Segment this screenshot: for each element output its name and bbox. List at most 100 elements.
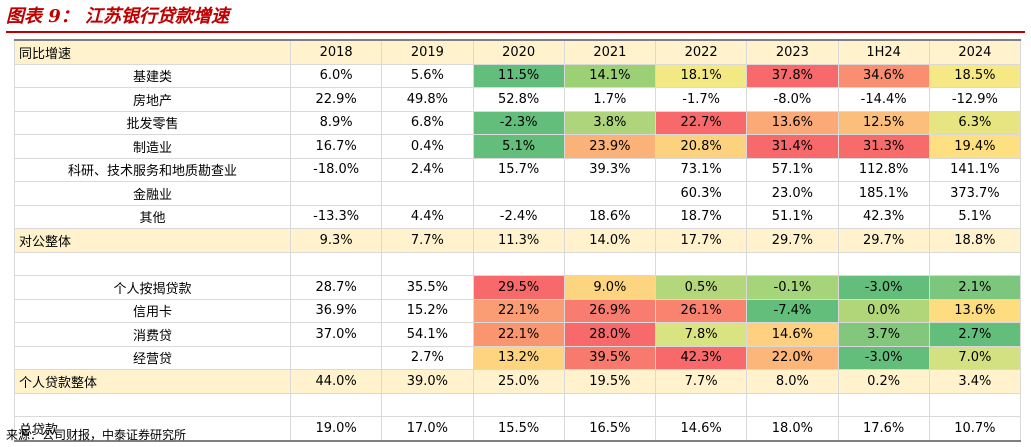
value-cell: 19.0% [289, 416, 383, 442]
table-row: 房地产 22.9% 49.8% 52.8% 1.7% -1.7% -8.0% -14.4% -1… [14, 87, 1022, 112]
value-cell: 13.6% [746, 110, 839, 135]
chart-title: 图表 9： 江苏银行贷款增速 [6, 6, 230, 27]
value-cell: 6.0% [289, 63, 383, 88]
year-header: 2019 [381, 39, 474, 65]
value-cell: 54.1% [381, 322, 474, 347]
value-cell: 37.8% [746, 63, 839, 88]
value-cell: 2.7% [381, 345, 474, 370]
value-cell: -18.0% [289, 157, 383, 182]
value-cell: 5.1% [472, 134, 565, 159]
value-cell: 14.6% [746, 322, 839, 347]
value-cell [563, 181, 657, 206]
empty-cell [472, 251, 565, 276]
value-cell: 6.3% [928, 110, 1022, 135]
corp-total-row: 对公整体 9.3% 7.7% 11.3% 14.0% 17.7% 29.7% 29.7% 18.… [14, 228, 1022, 253]
empty-cell [654, 251, 748, 276]
header-label: 同比增速 [14, 39, 291, 65]
value-cell: 39.0% [381, 369, 474, 394]
value-cell: 26.1% [654, 298, 748, 323]
empty-cell [472, 392, 565, 417]
empty-cell [837, 251, 930, 276]
value-cell: 22.7% [654, 110, 748, 135]
value-cell: 15.5% [472, 416, 565, 442]
value-cell: 28.7% [289, 275, 383, 300]
row-label: 个人按揭贷款 [14, 275, 291, 300]
empty-cell [289, 392, 383, 417]
value-cell: 2.1% [928, 275, 1022, 300]
value-cell: -0.1% [746, 275, 839, 300]
value-cell: 39.5% [563, 345, 657, 370]
row-label: 房地产 [14, 87, 291, 112]
value-cell: 6.8% [381, 110, 474, 135]
value-cell: 22.1% [472, 322, 565, 347]
table-row: 基建类 6.0% 5.6% 11.5% 14.1% 18.1% 37.8% 34.6% 18.5… [14, 63, 1022, 88]
spacer-row [14, 392, 1022, 417]
value-cell: 7.0% [928, 345, 1022, 370]
value-cell: -13.3% [289, 204, 383, 229]
value-cell: 19.5% [563, 369, 657, 394]
empty-cell [14, 392, 291, 417]
table-row: 科研、技术服务和地质勘查业 -18.0% 2.4% 15.7% 39.3% 73.1% 57… [14, 157, 1022, 182]
empty-cell [14, 251, 291, 276]
value-cell: 16.7% [289, 134, 383, 159]
value-cell: 39.3% [563, 157, 657, 182]
value-cell: 9.3% [289, 228, 383, 253]
value-cell: 42.3% [837, 204, 930, 229]
value-cell: 12.5% [837, 110, 930, 135]
empty-cell [381, 251, 474, 276]
empty-cell [837, 392, 930, 417]
value-cell: -12.9% [928, 87, 1022, 112]
value-cell: 49.8% [381, 87, 474, 112]
value-cell: 22.1% [472, 298, 565, 323]
value-cell: 11.3% [472, 228, 565, 253]
value-cell: 20.8% [654, 134, 748, 159]
value-cell [289, 345, 383, 370]
table-row: 消费贷 37.0% 54.1% 22.1% 28.0% 7.8% 14.6% 3.7% 2.7% [14, 322, 1022, 347]
value-cell: 51.1% [746, 204, 839, 229]
empty-cell [746, 392, 839, 417]
value-cell [381, 181, 474, 206]
empty-cell [654, 392, 748, 417]
value-cell: 14.0% [563, 228, 657, 253]
value-cell: 1.7% [563, 87, 657, 112]
value-cell: 0.4% [381, 134, 474, 159]
value-cell: 36.9% [289, 298, 383, 323]
value-cell: 141.1% [928, 157, 1022, 182]
value-cell: 25.0% [472, 369, 565, 394]
value-cell: 23.0% [746, 181, 839, 206]
year-header: 1H24 [837, 39, 930, 65]
value-cell: 16.5% [563, 416, 657, 442]
value-cell: 26.9% [563, 298, 657, 323]
empty-cell [928, 251, 1022, 276]
value-cell: -7.4% [746, 298, 839, 323]
value-cell: -2.4% [472, 204, 565, 229]
value-cell: 3.4% [928, 369, 1022, 394]
value-cell: 5.6% [381, 63, 474, 88]
header-row: 同比增速 2018 2019 2020 2021 2022 2023 1H24 2024 [14, 39, 1022, 65]
row-label: 基建类 [14, 63, 291, 88]
value-cell: 0.2% [837, 369, 930, 394]
year-header: 2021 [563, 39, 657, 65]
value-cell: 18.0% [746, 416, 839, 442]
value-cell: 18.6% [563, 204, 657, 229]
empty-cell [563, 251, 657, 276]
row-label: 对公整体 [14, 228, 291, 253]
value-cell: 5.1% [928, 204, 1022, 229]
value-cell: -3.0% [837, 275, 930, 300]
value-cell: 19.4% [928, 134, 1022, 159]
value-cell: -1.7% [654, 87, 748, 112]
value-cell: -3.0% [837, 345, 930, 370]
year-header: 2022 [654, 39, 748, 65]
value-cell: 0.0% [837, 298, 930, 323]
value-cell: 14.1% [563, 63, 657, 88]
row-label: 信用卡 [14, 298, 291, 323]
row-label: 其他 [14, 204, 291, 229]
empty-cell [746, 251, 839, 276]
year-header: 2018 [289, 39, 383, 65]
value-cell: 31.3% [837, 134, 930, 159]
table-row: 批发零售 8.9% 6.8% -2.3% 3.8% 22.7% 13.6% 12.5% 6.3% [14, 110, 1022, 135]
retail-total-row: 个人贷款整体 44.0% 39.0% 25.0% 19.5% 7.7% 8.0% 0.2% 3.… [14, 369, 1022, 394]
value-cell: 9.0% [563, 275, 657, 300]
value-cell: 10.7% [928, 416, 1022, 442]
value-cell: 373.7% [928, 181, 1022, 206]
